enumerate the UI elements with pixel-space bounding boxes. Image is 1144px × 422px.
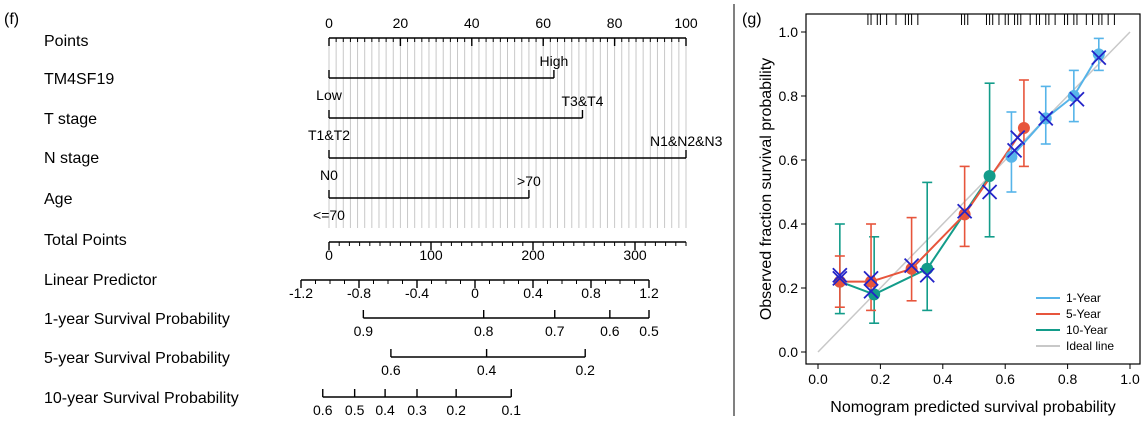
series-point — [921, 262, 934, 275]
row-label: Points — [44, 33, 88, 50]
probability-tick-label: 0.6 — [313, 402, 333, 418]
probability-tick-label: 0.9 — [354, 323, 374, 339]
row-label: N stage — [44, 150, 99, 167]
factor-level-label: T3&T4 — [561, 93, 603, 109]
series-point — [1005, 150, 1018, 163]
series-point — [905, 262, 918, 275]
factor-level-label: High — [540, 53, 569, 69]
panel-g-label: (g) — [742, 11, 762, 28]
x-mark — [863, 283, 879, 299]
nomogram-panel: Points 0 20 40 60 80 100 TM4SF19 Low High T stage T… — [44, 15, 723, 418]
series-line — [1010, 53, 1100, 158]
x-mark — [903, 257, 920, 274]
probability-tick-label: 0.4 — [477, 362, 497, 378]
x-mark — [1006, 142, 1023, 159]
probability-tick-label: 0.6 — [600, 323, 620, 339]
x-tick-label: 0.0 — [808, 371, 828, 387]
probability-tick-label: 0.2 — [446, 402, 466, 418]
y-tick-label: 1.0 — [779, 24, 799, 40]
scale-tick-label: -0.4 — [405, 285, 429, 301]
x-mark — [1010, 129, 1026, 146]
series-point — [1092, 48, 1105, 61]
row-label: Age — [44, 191, 73, 208]
calibration-panel: 0.0 0.2 0.4 0.6 0.8 1.0 0.0 0.2 0.4 0.6 0.8 1.0 Nomo… — [758, 13, 1141, 416]
points-tick-label: 60 — [535, 15, 551, 31]
scale-tick-label: 100 — [419, 247, 443, 263]
x-mark — [832, 267, 848, 283]
row-label: 1-year Survival Probability — [44, 311, 230, 328]
x-axis-title: Nomogram predicted survival probability — [830, 399, 1115, 416]
scale-tick-label: 200 — [521, 247, 545, 263]
scale-tick-label: 300 — [623, 247, 647, 263]
y-tick-label: 0.0 — [779, 344, 799, 360]
row-label: TM4SF19 — [44, 71, 114, 88]
row-label: Total Points — [44, 232, 127, 249]
legend-label: Ideal line — [1066, 339, 1114, 353]
y-axis-title: Observed fraction survival probability — [758, 58, 775, 320]
y-tick-label: 0.2 — [779, 280, 799, 296]
x-tick-label: 0.4 — [933, 371, 953, 387]
scale-tick-label: 0.8 — [581, 285, 601, 301]
plot-frame — [805, 13, 1141, 365]
row-label: 5-year Survival Probability — [44, 350, 230, 367]
x-mark — [1069, 91, 1085, 107]
probability-tick-label: 0.6 — [381, 362, 401, 378]
probability-tick-label: 0.3 — [407, 402, 427, 418]
points-tick-label: 0 — [325, 15, 333, 31]
y-tick-label: 0.8 — [779, 88, 799, 104]
legend-label: 1-Year — [1066, 291, 1101, 305]
x-tick-label: 0.6 — [995, 371, 1015, 387]
probability-tick-label: 0.5 — [345, 402, 365, 418]
probability-tick-label: 0.1 — [502, 402, 522, 418]
row-label: 10-year Survival Probability — [44, 390, 239, 407]
x-mark — [981, 184, 998, 200]
probability-tick-label: 0.8 — [474, 323, 494, 339]
series-line — [839, 127, 1025, 283]
x-tick-label: 0.2 — [871, 371, 891, 387]
series-point — [1017, 122, 1030, 134]
series-line — [839, 175, 991, 296]
x-mark — [1091, 49, 1107, 66]
x-mark — [863, 270, 879, 287]
scale-tick-label: 0 — [471, 285, 479, 301]
points-tick-label: 20 — [393, 15, 409, 31]
x-tick-label: 0.8 — [1058, 371, 1078, 387]
series-point — [983, 170, 996, 182]
factor-level-label: N1&N2&N3 — [650, 133, 723, 149]
probability-tick-label: 0.4 — [375, 402, 395, 418]
row-label: Linear Predictor — [44, 272, 158, 289]
series-point — [865, 275, 878, 288]
legend-label: 10-Year — [1066, 323, 1108, 337]
scale-tick-label: -1.2 — [289, 285, 313, 301]
x-mark — [832, 270, 848, 287]
points-tick-label: 100 — [674, 15, 698, 31]
x-mark — [957, 203, 973, 219]
x-tick-label: 1.0 — [1120, 371, 1140, 387]
series-point — [958, 208, 971, 221]
points-tick-label: 40 — [464, 15, 480, 31]
y-tick-label: 0.6 — [779, 152, 799, 168]
scale-tick-label: 0.4 — [523, 285, 543, 301]
factor-level-label: N0 — [320, 167, 338, 183]
scale-tick-label: -0.8 — [347, 285, 371, 301]
probability-tick-label: 0.7 — [545, 323, 565, 339]
factor-level-label: T1&T2 — [308, 127, 350, 143]
x-mark — [919, 267, 935, 283]
row-label: T stage — [44, 111, 97, 128]
y-tick-label: 0.4 — [779, 216, 799, 232]
factor-level-label: Low — [316, 87, 343, 103]
factor-level-label: <=70 — [313, 207, 345, 223]
factor-level-label: >70 — [517, 173, 541, 189]
x-mark — [1038, 110, 1054, 127]
scale-tick-label: 0 — [325, 247, 333, 263]
points-tick-label: 80 — [607, 15, 623, 31]
probability-tick-label: 0.5 — [639, 323, 659, 339]
probability-tick-label: 0.2 — [575, 362, 595, 378]
scale-tick-label: 1.2 — [639, 285, 659, 301]
legend-label: 5-Year — [1066, 307, 1101, 321]
panel-f-label: (f) — [4, 11, 19, 28]
